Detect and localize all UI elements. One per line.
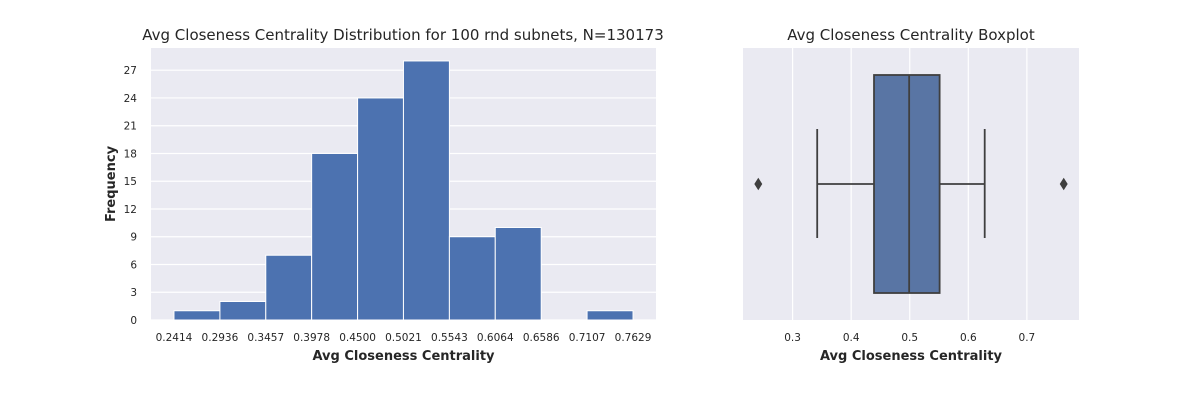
histogram-x-axis-label: Avg Closeness Centrality: [312, 349, 495, 364]
histogram-x-tick-label: 0.6586: [523, 332, 560, 344]
histogram-y-tick-label: 9: [130, 232, 137, 244]
histogram-y-tick-label: 3: [130, 287, 137, 299]
histogram-bar: [219, 300, 267, 321]
histogram-y-axis-label: Frequency: [104, 145, 119, 222]
histogram-y-tick-label: 24: [124, 93, 138, 105]
boxplot-x-tick-label: 0.5: [901, 332, 918, 344]
histogram-y-tick-label: 15: [124, 176, 137, 188]
boxplot-title: Avg Closeness Centrality Boxplot: [787, 26, 1035, 44]
histogram-x-tick-label: 0.6064: [477, 332, 514, 344]
histogram-bar: [357, 97, 404, 321]
histogram-bar: [586, 310, 634, 321]
histogram-x-tick-label: 0.3978: [293, 332, 330, 344]
boxplot-chart: 0.3 0.4 0.5 0.6 0.7 Avg Closeness Centrality…: [743, 26, 1079, 364]
boxplot-x-ticks: 0.3 0.4 0.5 0.6 0.7: [784, 332, 1035, 344]
histogram-x-tick-label: 0.2414: [156, 332, 193, 344]
boxplot-x-tick-label: 0.7: [1019, 332, 1036, 344]
histogram-bar: [311, 152, 359, 321]
histogram-y-tick-label: 18: [124, 148, 137, 160]
histogram-bar: [402, 60, 450, 321]
boxplot-x-tick-label: 0.6: [960, 332, 977, 344]
boxplot-box: [873, 74, 941, 294]
boxplot-x-tick-label: 0.4: [843, 332, 860, 344]
histogram-x-tick-label: 0.7107: [569, 332, 606, 344]
histogram-x-tick-label: 0.7629: [615, 332, 652, 344]
histogram-bar: [448, 236, 496, 321]
boxplot-marks: [754, 74, 1068, 294]
boxplot-outlier: [1059, 177, 1068, 191]
boxplot-outlier: [754, 177, 763, 191]
histogram-x-tick-label: 0.2936: [202, 332, 239, 344]
histogram-x-ticks: 0.2414 0.2936 0.3457 0.3978 0.4500 0.5021 0.55…: [156, 332, 652, 344]
histogram-title: Avg Closeness Centrality Distribution fo…: [142, 26, 663, 44]
histogram-y-tick-label: 6: [130, 259, 137, 271]
histogram-y-tick-label: 12: [124, 204, 137, 216]
histogram-x-tick-label: 0.3457: [247, 332, 284, 344]
histogram-y-ticks: 0 3 6 9 12 15 18 21 24 27: [124, 65, 138, 327]
histogram-x-tick-label: 0.4500: [339, 332, 376, 344]
boxplot-x-axis-label: Avg Closeness Centrality: [820, 349, 1003, 364]
histogram-bar: [173, 310, 221, 321]
histogram-bars: [173, 60, 634, 321]
histogram-x-tick-label: 0.5543: [431, 332, 468, 344]
histogram-chart: 0 3 6 9 12 15 18 21 24 27 0.2414 0.2936 0.3457 0.397…: [104, 26, 664, 364]
histogram-y-tick-label: 21: [124, 121, 137, 133]
histogram-bar: [494, 226, 542, 321]
histogram-y-tick-label: 0: [130, 315, 137, 327]
histogram-x-tick-label: 0.5021: [385, 332, 422, 344]
histogram-bar: [265, 254, 313, 321]
histogram-y-tick-label: 27: [124, 65, 137, 77]
boxplot-x-tick-label: 0.3: [784, 332, 801, 344]
